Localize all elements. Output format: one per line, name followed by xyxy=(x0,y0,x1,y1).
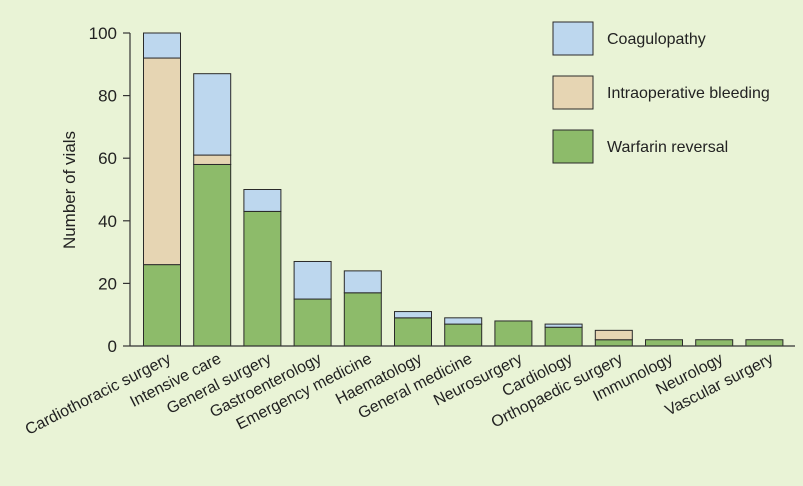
bar-general-surgery-warfarin-reversal xyxy=(243,210,282,347)
y-tick-label: 20 xyxy=(98,274,117,293)
bar-general-medicine-coagulopathy xyxy=(444,317,483,325)
y-tick-label: 100 xyxy=(89,24,117,43)
legend-label-coagulopathy: Coagulopathy xyxy=(607,31,706,48)
bar-cardiology-warfarin-reversal xyxy=(544,326,583,347)
bar-cardiology-coagulopathy xyxy=(544,323,583,328)
y-axis-title: Number of vials xyxy=(60,131,79,249)
bar-orthopaedic-surgery-intraoperative-bleeding xyxy=(594,329,633,341)
bar-cardiothoracic-surgery-intraoperative-bleeding xyxy=(143,57,181,266)
bar-intensive-care-warfarin-reversal xyxy=(193,163,232,347)
legend-swatch-coagulopathy xyxy=(552,21,594,56)
bar-haematology-warfarin-reversal xyxy=(394,317,432,347)
y-tick-label: 80 xyxy=(98,87,117,106)
legend-label-intraoperative-bleeding: Intraoperative bleeding xyxy=(607,85,770,102)
bars xyxy=(143,32,784,347)
y-tick-label: 0 xyxy=(108,337,117,356)
bar-haematology-coagulopathy xyxy=(394,311,432,319)
legend-label-warfarin-reversal: Warfarin reversal xyxy=(607,139,728,156)
bar-emergency-medicine-coagulopathy xyxy=(343,270,382,294)
bar-intensive-care-intraoperative-bleeding xyxy=(193,154,232,165)
y-tick-label: 60 xyxy=(98,149,117,168)
bar-emergency-medicine-warfarin-reversal xyxy=(343,292,382,347)
bar-orthopaedic-surgery-warfarin-reversal xyxy=(594,339,633,347)
bar-gastroenterology-coagulopathy xyxy=(293,260,332,300)
y-ticks: 0 20 40 60 80 100 xyxy=(89,24,130,356)
legend: Coagulopathy Intraoperative bleeding Warfa… xyxy=(552,21,770,164)
legend-swatch-intraoperative-bleeding xyxy=(552,75,594,110)
bar-cardiothoracic-surgery-coagulopathy xyxy=(143,32,181,59)
bar-immunology-warfarin-reversal xyxy=(645,339,683,347)
bar-vascular-surgery-warfarin-reversal xyxy=(745,339,784,347)
bar-neurosurgery-warfarin-reversal xyxy=(494,320,533,347)
legend-swatch-warfarin-reversal xyxy=(552,129,594,164)
bar-cardiothoracic-surgery-warfarin-reversal xyxy=(143,264,181,347)
bar-general-surgery-coagulopathy xyxy=(243,189,282,212)
bar-neurology-warfarin-reversal xyxy=(695,339,734,347)
bar-intensive-care-coagulopathy xyxy=(193,73,232,156)
y-tick-label: 40 xyxy=(98,212,117,231)
bar-general-medicine-warfarin-reversal xyxy=(444,323,483,347)
bar-gastroenterology-warfarin-reversal xyxy=(293,298,332,347)
